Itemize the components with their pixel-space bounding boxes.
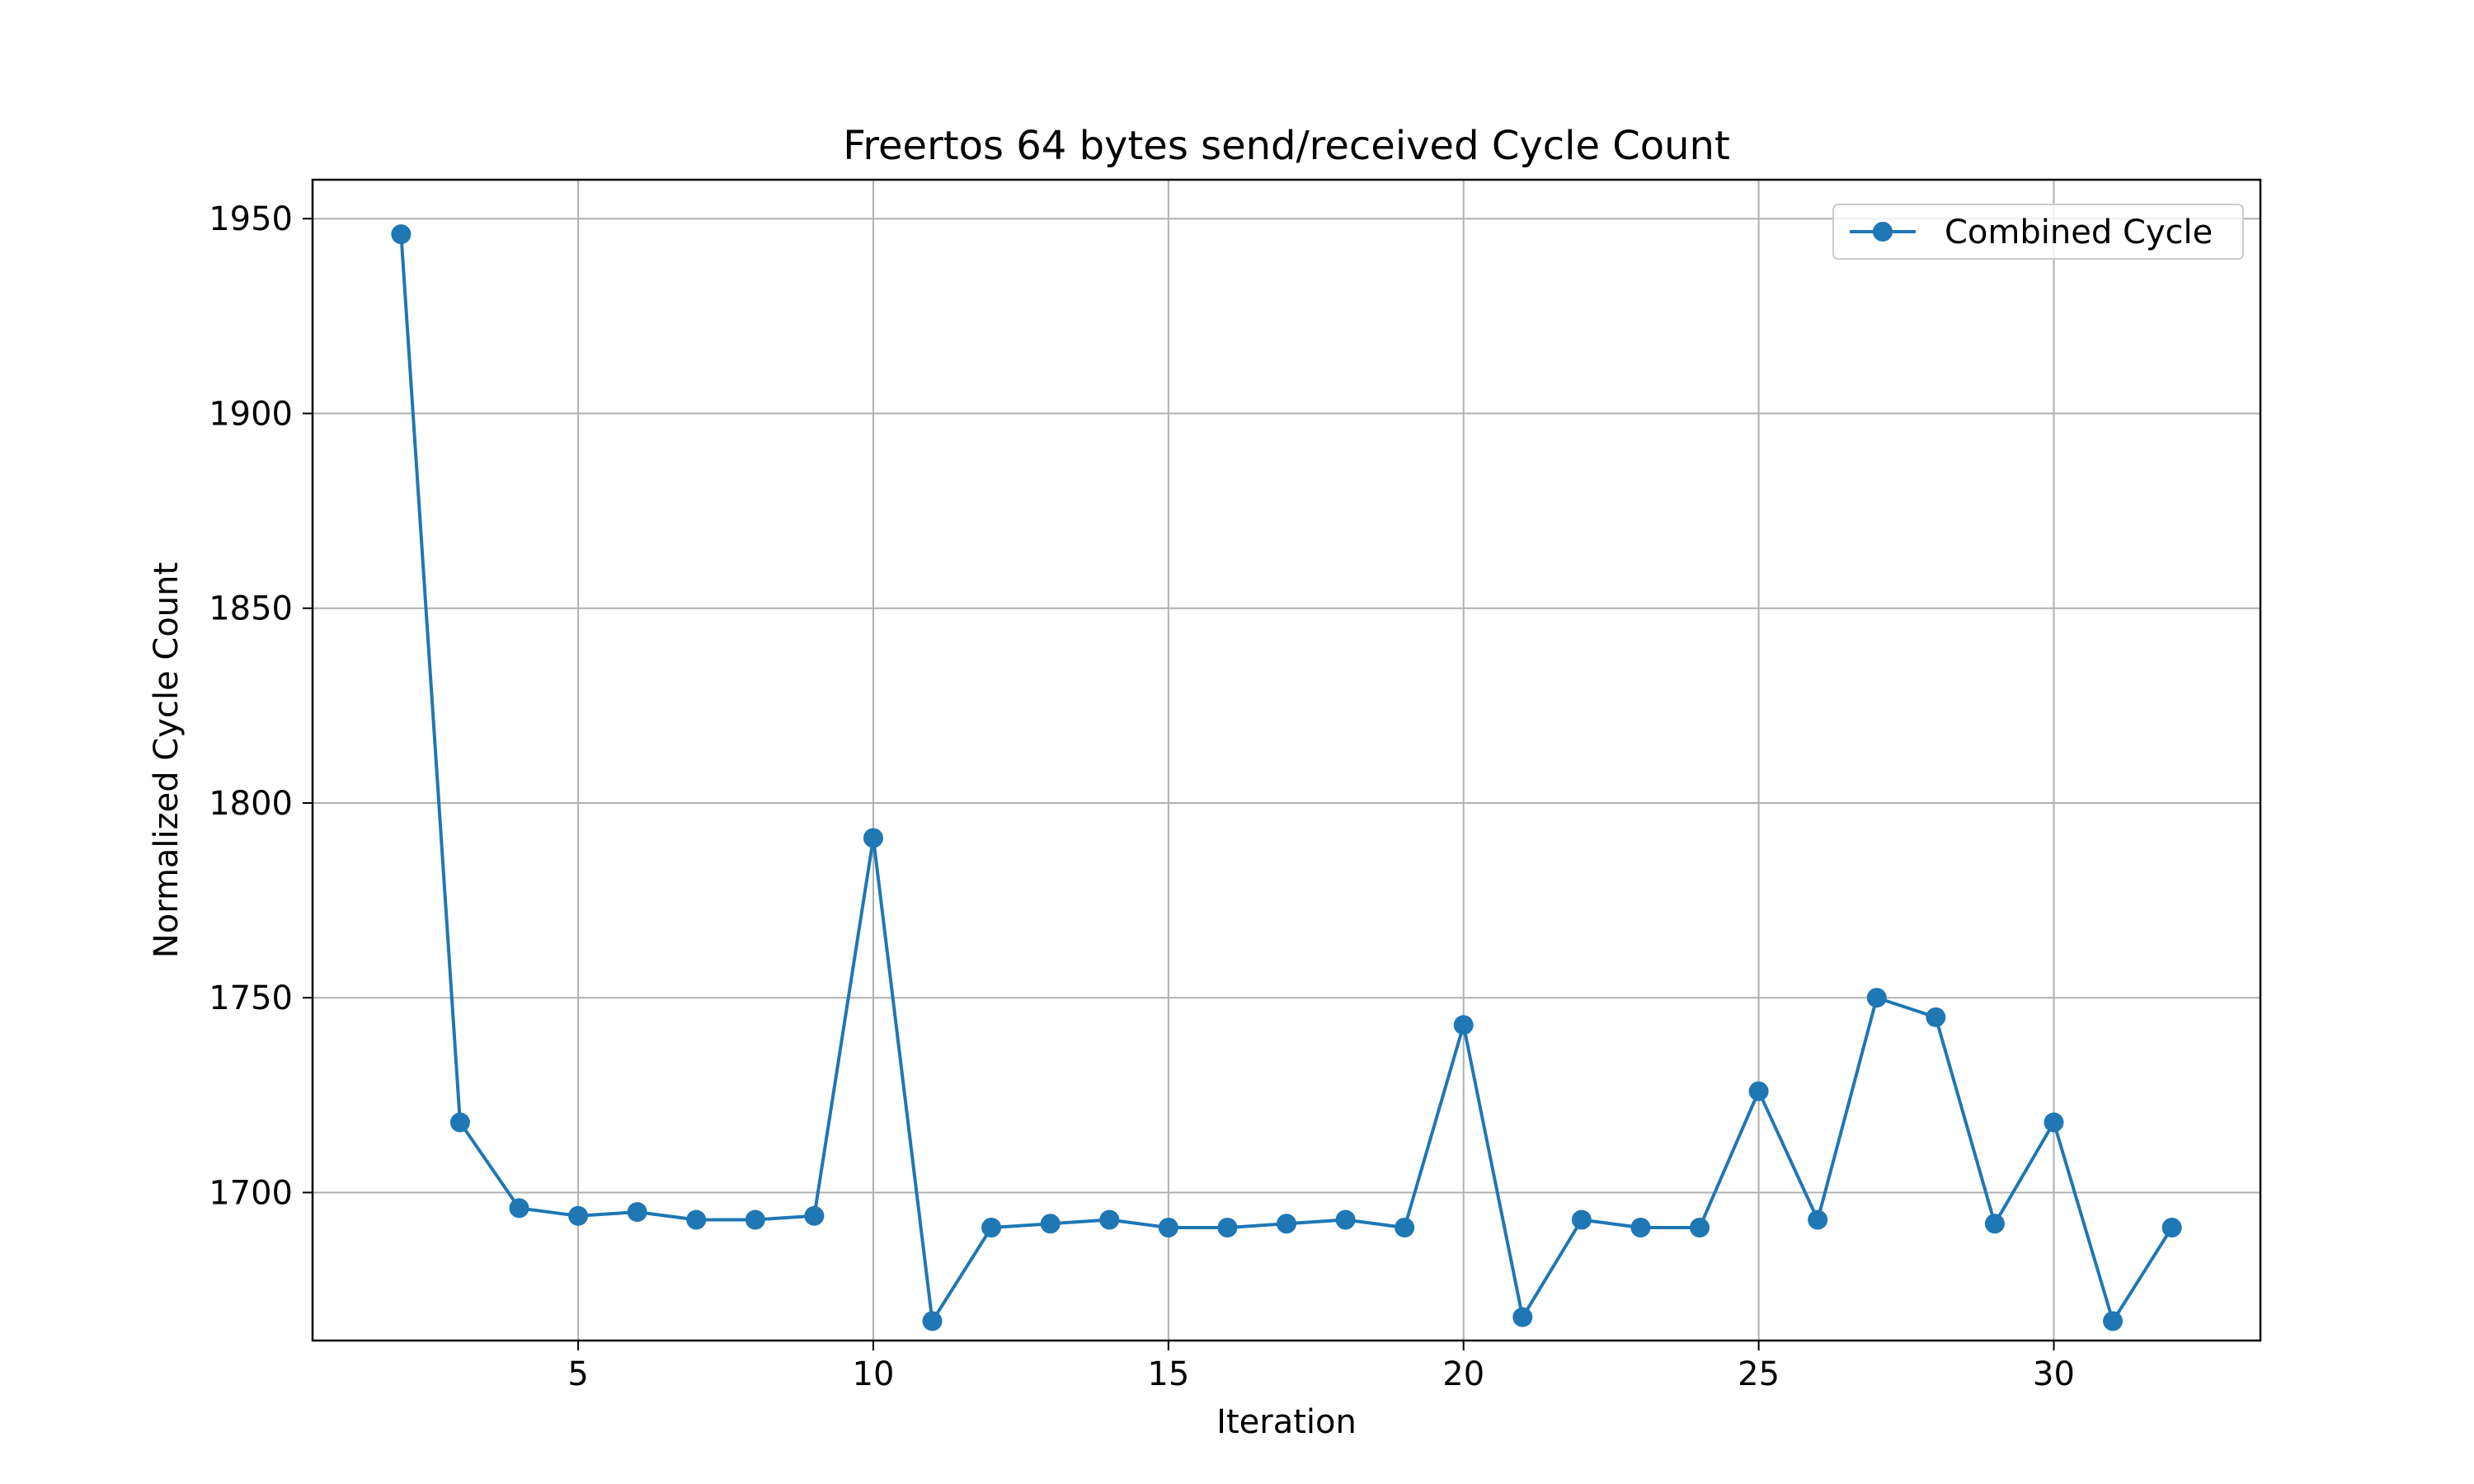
y-tick-label: 1850 [209, 590, 293, 628]
data-point [922, 1311, 943, 1331]
plot-area-frame [311, 178, 2262, 1342]
data-point [804, 1205, 825, 1226]
data-point [1158, 1217, 1178, 1237]
series-layer [391, 224, 2182, 1331]
data-point [745, 1209, 765, 1230]
data-point [568, 1205, 589, 1226]
legend-marker [1873, 222, 1893, 242]
data-point [1808, 1209, 1828, 1230]
grid-lines [313, 180, 2260, 1341]
x-tick-label: 30 [2033, 1355, 2075, 1393]
legend: Combined Cycle [1832, 204, 2244, 260]
y-tick-label: 1900 [209, 395, 293, 433]
x-tick-label: 15 [1147, 1355, 1189, 1393]
x-axis-label: Iteration [1216, 1403, 1357, 1441]
data-point [1395, 1217, 1415, 1237]
y-tick-label: 1800 [209, 785, 293, 823]
data-point [1453, 1015, 1474, 1036]
data-point [2161, 1217, 2182, 1237]
data-point [1099, 1209, 1120, 1230]
data-point [1866, 988, 1887, 1008]
y-tick-label: 1700 [209, 1174, 293, 1212]
data-point [509, 1198, 529, 1219]
y-tick-label: 1750 [209, 979, 293, 1017]
data-point [391, 224, 412, 245]
data-point [1512, 1307, 1533, 1327]
data-point [1335, 1209, 1356, 1230]
y-axis: 1700 1750 1800 1850 1900 1950 [209, 200, 313, 1212]
data-point [2103, 1311, 2124, 1331]
data-point [1277, 1214, 1296, 1234]
data-point [1630, 1217, 1651, 1237]
data-point [627, 1202, 647, 1223]
chart-title: Freertos 64 bytes send/received Cycle Co… [843, 123, 1730, 169]
data-point [1748, 1081, 1769, 1101]
x-axis: 5 10 15 20 25 30 [567, 1341, 2075, 1393]
y-tick-label: 1950 [209, 200, 293, 238]
data-point [1690, 1217, 1710, 1237]
data-point [686, 1209, 707, 1230]
y-axis-label: Normalized Cycle Count [148, 562, 186, 958]
data-point [449, 1112, 470, 1133]
x-tick-label: 25 [1738, 1355, 1780, 1393]
data-point [981, 1217, 1002, 1237]
x-tick-label: 20 [1442, 1355, 1484, 1393]
data-point [1984, 1214, 2005, 1234]
data-point [1926, 1007, 1946, 1027]
data-point [1217, 1217, 1238, 1237]
legend-box [1832, 204, 2244, 260]
x-tick-label: 10 [853, 1355, 895, 1393]
data-point [2044, 1112, 2064, 1133]
data-point [1571, 1209, 1592, 1230]
data-point [1040, 1214, 1061, 1234]
legend-label: Combined Cycle [1945, 214, 2213, 251]
x-tick-label: 5 [567, 1355, 588, 1393]
data-point [863, 828, 883, 848]
